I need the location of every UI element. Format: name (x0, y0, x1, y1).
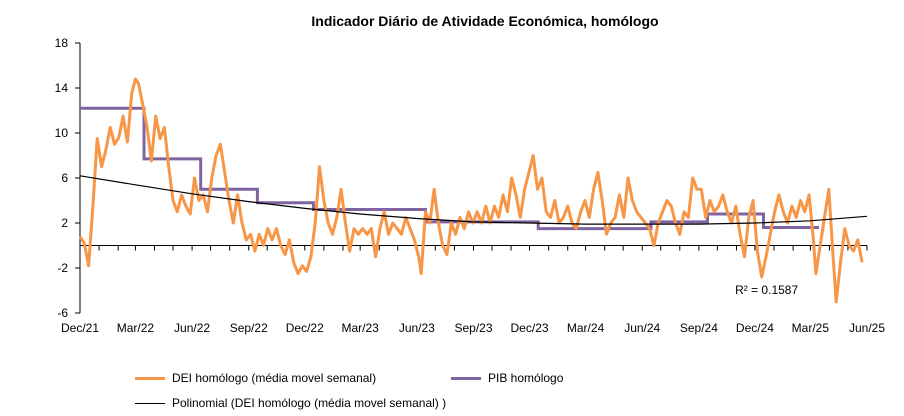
trend-line-swatch (135, 402, 165, 404)
x-tick-label: Dec/22 (286, 321, 324, 335)
legend-dei-label: DEI homólogo (média movel semanal) (172, 371, 377, 385)
x-tick-label: Jun/23 (399, 321, 435, 335)
y-tick-label: -6 (57, 306, 68, 320)
legend-item-pib: PIB homólogo (451, 371, 563, 385)
x-tick-label: Mar/24 (567, 321, 605, 335)
y-tick-label: 6 (61, 171, 68, 185)
x-tick-label: Sep/22 (230, 321, 268, 335)
y-tick-label: -2 (57, 261, 68, 275)
y-tick-labels: -6 -2 2 6 10 14 18 (55, 36, 69, 320)
x-tick-label: Sep/24 (680, 321, 718, 335)
x-tick-label: Dec/24 (736, 321, 774, 335)
x-tick-labels: Dec/21 Mar/22 Jun/22 Sep/22 Dec/22 Mar/23 Jun/… (61, 321, 885, 335)
dei-line-swatch (135, 376, 165, 380)
chart-axes (75, 42, 868, 314)
y-tick-label: 10 (55, 126, 69, 140)
x-tick-label: Mar/25 (792, 321, 830, 335)
x-tick-label: Mar/22 (117, 321, 155, 335)
legend-poly-label: Polinomial (DEI homólogo (média movel se… (172, 396, 447, 410)
chart-title: Indicador Diário de Atividade Económica,… (311, 13, 659, 29)
x-tick-label: Mar/23 (342, 321, 380, 335)
r-squared-annotation: R² = 0.1587 (735, 283, 798, 297)
legend-item-dei: DEI homólogo (média movel semanal) (135, 371, 376, 385)
legend-item-poly: Polinomial (DEI homólogo (média movel se… (135, 396, 446, 410)
y-tick-label: 2 (61, 216, 68, 230)
x-tick-label: Jun/24 (624, 321, 660, 335)
x-tick-label: Sep/23 (454, 321, 492, 335)
legend-pib-label: PIB homólogo (488, 371, 564, 385)
y-tick-label: 14 (55, 81, 69, 95)
x-tick-label: Jun/25 (849, 321, 885, 335)
x-tick-label: Dec/21 (61, 321, 99, 335)
y-tick-label: 18 (55, 36, 69, 50)
x-tick-label: Jun/22 (174, 321, 210, 335)
dei-line-series (78, 77, 864, 304)
x-tick-label: Dec/23 (511, 321, 549, 335)
polynomial-trend-series (79, 175, 868, 225)
pib-line-swatch (451, 376, 481, 380)
series-layer (78, 77, 868, 304)
